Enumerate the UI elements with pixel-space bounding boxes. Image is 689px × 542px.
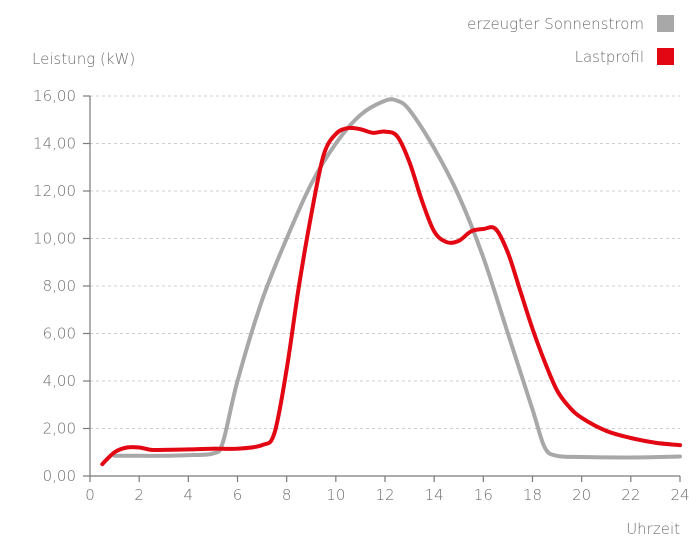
gridlines [90, 95, 680, 429]
x-axis-title: Uhrzeit [626, 520, 680, 538]
y-tick-label: 0,00 [43, 467, 76, 485]
x-tick-label: 12 [375, 486, 394, 504]
lastprofil-line [100, 125, 682, 467]
y-axis-title: Leistung (kW) [32, 50, 135, 68]
y-tick-label: 12,00 [33, 182, 76, 200]
x-tick-label: 22 [621, 486, 640, 504]
y-tick-label: 10,00 [33, 230, 76, 248]
y-tick-label: 16,00 [33, 87, 76, 105]
y-tick-label: 4,00 [43, 372, 76, 390]
x-tick-label: 8 [282, 486, 292, 504]
x-tick-label: 0 [85, 486, 95, 504]
x-tick-label: 24 [670, 486, 689, 504]
legend-swatch-sonnenstrom [657, 15, 674, 32]
x-tick-label: 4 [184, 486, 194, 504]
sonnenstrom-line [112, 97, 682, 460]
x-tick-labels: 0 2 4 6 8 10 12 14 16 18 20 22 24 [85, 476, 689, 504]
legend-label-lastprofil: Lastprofil [575, 48, 644, 66]
x-tick-label: 18 [523, 486, 542, 504]
x-tick-label: 10 [326, 486, 345, 504]
x-tick-label: 2 [134, 486, 144, 504]
x-tick-label: 20 [572, 486, 591, 504]
series-lines [100, 97, 682, 467]
x-tick-label: 16 [474, 486, 493, 504]
legend: erzeugter Sonnenstrom Lastprofil [467, 15, 674, 66]
y-tick-label: 2,00 [43, 420, 76, 438]
legend-label-sonnenstrom: erzeugter Sonnenstrom [467, 15, 644, 33]
x-tick-label: 14 [425, 486, 444, 504]
y-tick-label: 8,00 [43, 277, 76, 295]
x-tick-label: 6 [233, 486, 243, 504]
y-tick-labels: 0,00 2,00 4,00 6,00 8,00 10,00 12,00 14,00 16,00 [33, 87, 90, 485]
y-tick-label: 6,00 [43, 325, 76, 343]
legend-swatch-lastprofil [657, 48, 674, 65]
y-tick-label: 14,00 [33, 135, 76, 153]
